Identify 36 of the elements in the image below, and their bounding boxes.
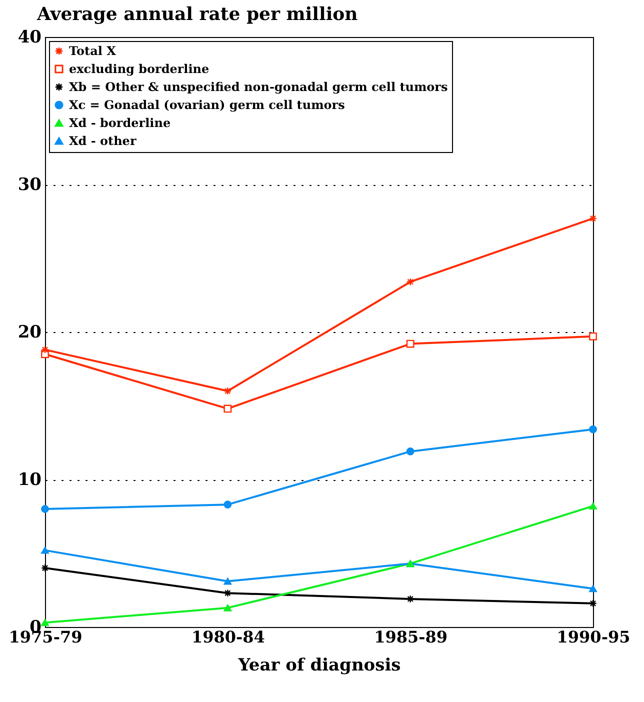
legend-label: Total X bbox=[69, 44, 117, 58]
point bbox=[406, 448, 414, 456]
point bbox=[406, 278, 414, 286]
legend-label: Xc = Gonadal (ovarian) germ cell tumors bbox=[69, 98, 346, 112]
point bbox=[224, 404, 232, 413]
point bbox=[589, 425, 597, 434]
y-tick-label: 20 bbox=[18, 322, 42, 342]
x-tick-label: 1980-84 bbox=[191, 628, 265, 646]
point bbox=[224, 387, 232, 395]
point bbox=[589, 502, 597, 510]
point bbox=[224, 500, 232, 509]
chart-title: Average annual rate per million bbox=[36, 4, 358, 25]
y-tick-label: 10 bbox=[18, 470, 42, 490]
x-axis-title: Year of diagnosis bbox=[237, 656, 401, 676]
x-tick-label: 1990-95 bbox=[556, 628, 630, 646]
point bbox=[41, 346, 49, 354]
point bbox=[589, 599, 597, 608]
point bbox=[224, 589, 232, 598]
point bbox=[41, 564, 49, 572]
point bbox=[41, 546, 49, 554]
y-tick-label: 40 bbox=[18, 28, 42, 48]
point bbox=[406, 340, 414, 348]
legend-label: Xb = Other & unspecified non-gonadal germ cell tumors bbox=[69, 80, 448, 94]
point bbox=[224, 604, 232, 612]
legend-label: excluding borderline bbox=[69, 62, 210, 76]
point bbox=[41, 619, 49, 626]
x-tick-label: 1985-89 bbox=[374, 628, 448, 646]
point bbox=[589, 585, 597, 592]
point bbox=[406, 595, 414, 603]
point bbox=[589, 214, 597, 222]
point bbox=[224, 578, 232, 585]
point bbox=[589, 332, 597, 340]
point bbox=[41, 505, 49, 513]
legend-label: Xd - other bbox=[69, 134, 137, 148]
y-tick-label: 30 bbox=[18, 175, 42, 195]
legend-label: Xd - borderline bbox=[69, 116, 171, 130]
